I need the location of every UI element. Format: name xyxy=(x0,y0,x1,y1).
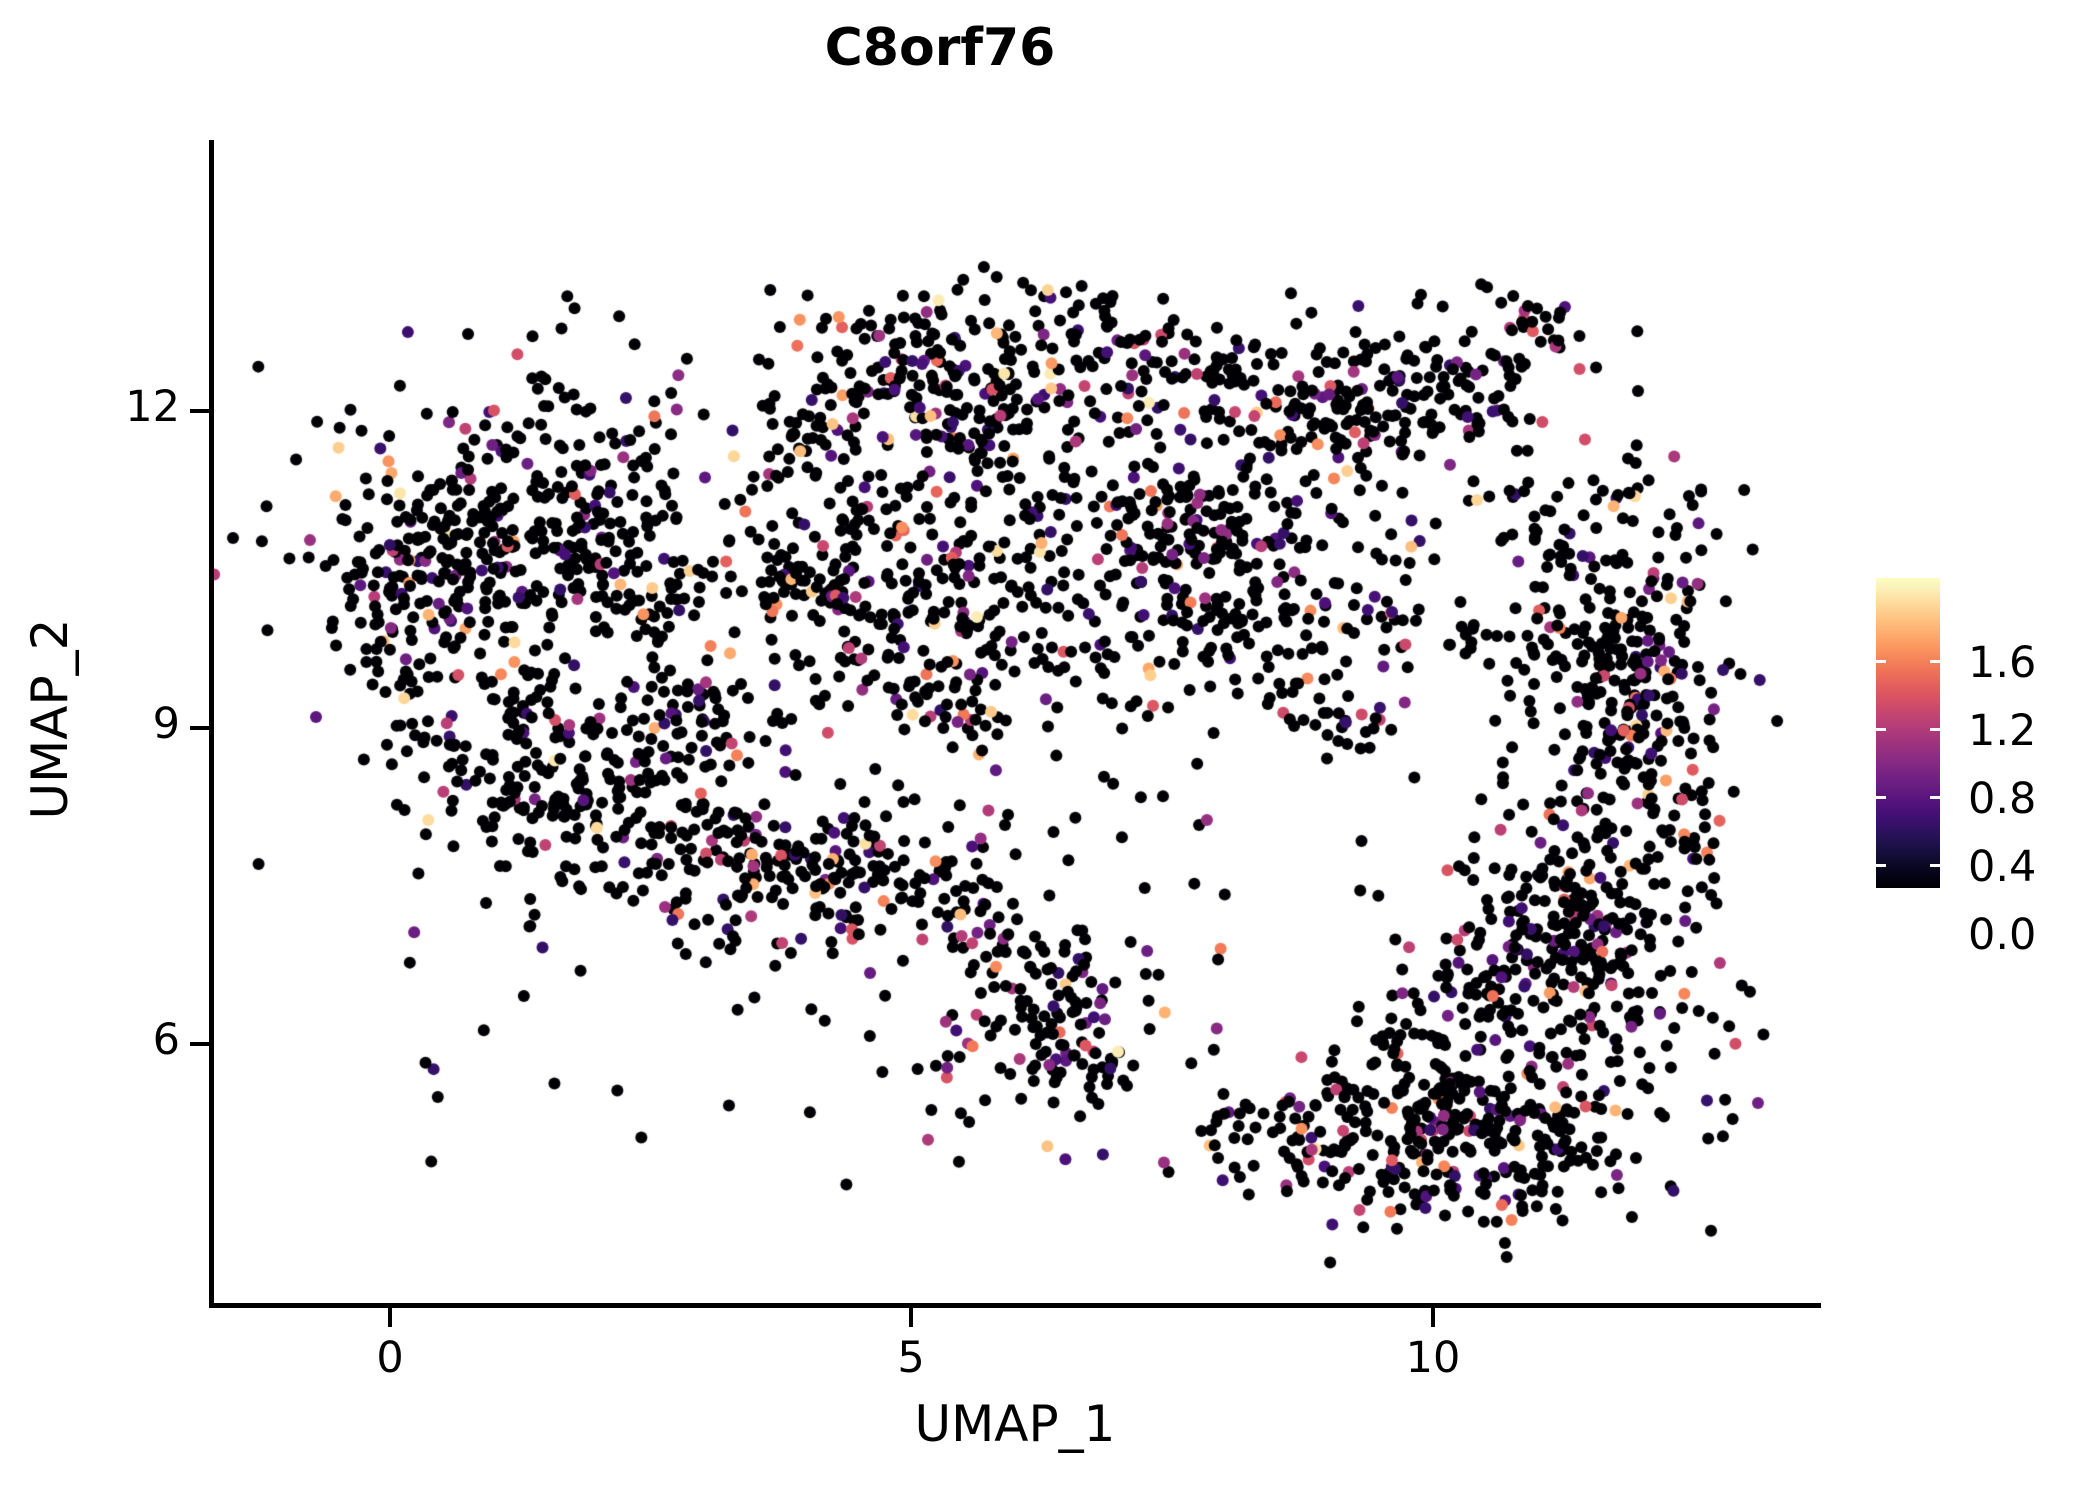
colorbar-label-1_6: 1.6 xyxy=(1968,638,2037,688)
x-tick-label-10: 10 xyxy=(1405,1333,1461,1383)
x-tick-label-0: 0 xyxy=(376,1333,404,1383)
colorbar-label-0_8: 0.8 xyxy=(1968,774,2037,824)
x-axis-label: UMAP_1 xyxy=(914,1395,1116,1453)
colorbar-tick-0_4-right xyxy=(1930,864,1940,867)
colorbar-label-1_2: 1.2 xyxy=(1968,706,2037,756)
colorbar-tick-1_6-left xyxy=(1876,660,1886,663)
colorbar-gradient xyxy=(1876,578,1940,888)
x-tick-mark-10 xyxy=(1431,1308,1435,1327)
x-tick-label-5: 5 xyxy=(897,1333,925,1383)
colorbar-tick-0_8-left xyxy=(1876,796,1886,799)
y-tick-mark-12 xyxy=(190,409,209,413)
scatter-plot-canvas xyxy=(209,140,1821,1305)
y-tick-label-9: 9 xyxy=(152,699,180,749)
y-tick-label-12: 12 xyxy=(125,382,180,432)
colorbar-tick-1_2-left xyxy=(1876,728,1886,731)
y-axis-label: UMAP_2 xyxy=(21,618,79,820)
colorbar-tick-1_6-right xyxy=(1930,660,1940,663)
x-axis-spine xyxy=(209,1303,1821,1308)
y-tick-mark-9 xyxy=(190,726,209,730)
page-title: C8orf76 xyxy=(824,18,1056,78)
y-axis-spine xyxy=(209,140,214,1308)
colorbar-tick-0_4-left xyxy=(1876,864,1886,867)
colorbar-label-0_4: 0.4 xyxy=(1968,842,2037,892)
y-tick-label-6: 6 xyxy=(152,1015,180,1065)
colorbar-tick-1_2-right xyxy=(1930,728,1940,731)
colorbar xyxy=(1876,578,1940,888)
colorbar-label-0_0: 0.0 xyxy=(1968,910,2037,960)
x-tick-mark-0 xyxy=(388,1308,392,1327)
x-tick-mark-5 xyxy=(909,1308,913,1327)
y-tick-mark-6 xyxy=(190,1042,209,1046)
colorbar-tick-0_8-right xyxy=(1930,796,1940,799)
